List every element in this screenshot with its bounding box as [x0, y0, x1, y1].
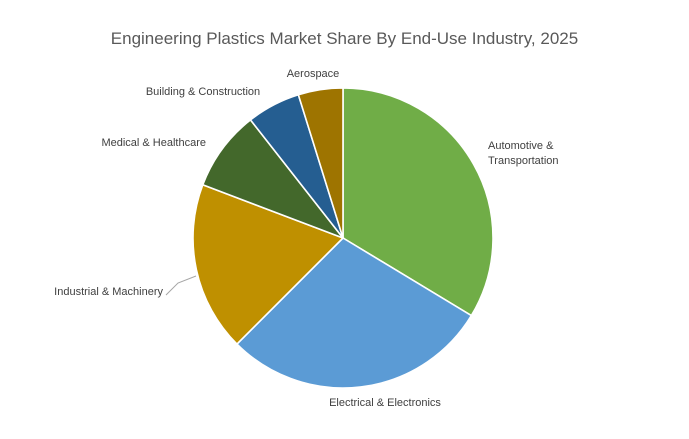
- slice-label: Medical & Healthcare: [101, 137, 206, 149]
- slice-label: Electrical & Electronics: [329, 397, 441, 409]
- pie-slice: [342, 87, 494, 317]
- slice-label-line: Industrial & Machinery: [54, 286, 163, 298]
- slice-label-line: Medical & Healthcare: [101, 137, 206, 149]
- slice-label-line: Building & Construction: [146, 86, 260, 98]
- slice-label-line: Automotive &: [488, 140, 554, 152]
- slice-label-line: Aerospace: [287, 68, 340, 80]
- pie-slice: [297, 87, 344, 239]
- slice-label-line: Transportation: [488, 155, 559, 167]
- chart-title: Engineering Plastics Market Share By End…: [111, 29, 578, 48]
- pie-slice: [235, 236, 473, 389]
- leader-lines: [165, 275, 197, 296]
- slice-labels: Automotive & Transportation Electrical & E…: [54, 68, 558, 409]
- pie-slices: [192, 87, 494, 389]
- slice-label: Aerospace: [287, 68, 340, 80]
- slice-label: Building & Construction: [146, 86, 260, 98]
- slice-label: Industrial & Machinery: [54, 286, 163, 298]
- slice-label: Automotive & Transportation: [488, 140, 559, 167]
- leader-line: [165, 275, 197, 296]
- slice-label-line: Electrical & Electronics: [329, 397, 441, 409]
